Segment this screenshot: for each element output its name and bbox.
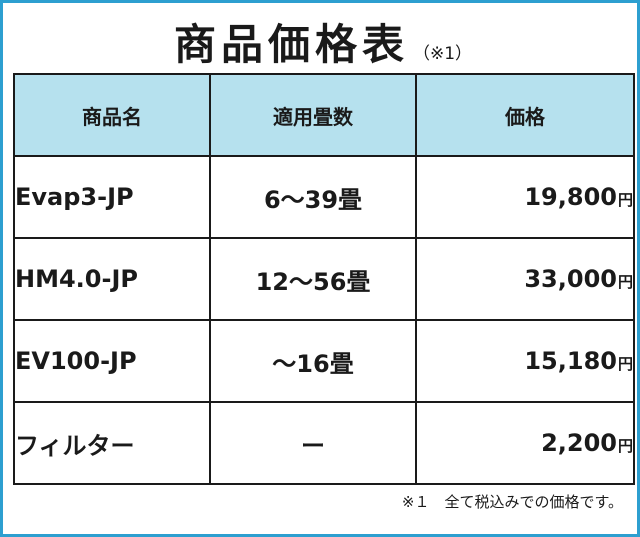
price-value: 15,180 <box>524 347 617 375</box>
table-row: HM4.0-JP 12～56畳 33,000円 <box>13 237 635 321</box>
title-block: 商品価格表 （※1） <box>3 11 640 72</box>
footnote: ※１ 全て税込みでの価格です。 <box>401 493 623 511</box>
title-footnote-mark: （※1） <box>412 44 473 64</box>
room-size: ～16畳 <box>209 319 417 403</box>
price-value: 33,000 <box>524 265 617 293</box>
table-row: Evap3-JP 6～39畳 19,800円 <box>13 155 635 239</box>
price-value: 2,200 <box>541 429 617 457</box>
product-name: フィルター <box>13 401 211 485</box>
header-product-name: 商品名 <box>13 73 211 157</box>
price: 2,200円 <box>415 401 635 485</box>
price: 15,180円 <box>415 319 635 403</box>
table-row: EV100-JP ～16畳 15,180円 <box>13 319 635 403</box>
price: 33,000円 <box>415 237 635 321</box>
product-name: EV100-JP <box>13 319 211 403</box>
header-price: 価格 <box>415 73 635 157</box>
product-name: Evap3-JP <box>13 155 211 239</box>
price-unit: 円 <box>617 191 633 209</box>
header-room-size: 適用畳数 <box>209 73 417 157</box>
room-size: 12～56畳 <box>209 237 417 321</box>
table-header-row: 商品名 適用畳数 価格 <box>13 73 635 157</box>
price-value: 19,800 <box>524 183 617 211</box>
price: 19,800円 <box>415 155 635 239</box>
page-title: 商品価格表 <box>173 20 409 69</box>
price-unit: 円 <box>617 273 633 291</box>
price-unit: 円 <box>617 355 633 373</box>
table-row: フィルター ー 2,200円 <box>13 401 635 485</box>
price-unit: 円 <box>617 437 633 455</box>
room-size: 6～39畳 <box>209 155 417 239</box>
product-name: HM4.0-JP <box>13 237 211 321</box>
price-table: 商品名 適用畳数 価格 Evap3-JP 6～39畳 19,800円 HM4.0… <box>13 73 635 485</box>
room-size: ー <box>209 401 417 485</box>
